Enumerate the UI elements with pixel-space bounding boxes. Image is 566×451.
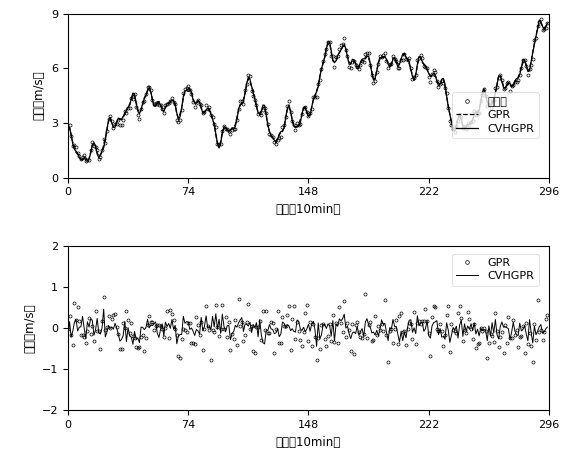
CVHGPR [544,21,551,26]
GPR [385,359,392,365]
GPR [486,341,492,346]
Line: GPR: GPR [68,22,547,161]
CVHGPR [84,158,91,164]
CVHGPR [65,125,71,131]
实测値 [277,134,284,139]
GPR [424,318,431,323]
GPR [422,63,429,69]
实测値 [128,95,135,101]
实测値 [484,103,491,109]
实测値 [376,53,383,59]
GPR [544,312,551,318]
CVHGPR [277,129,284,134]
GPR [128,97,135,102]
GPR [544,22,551,27]
CVHGPR [105,118,112,123]
X-axis label: 时间（10min）: 时间（10min） [276,436,341,449]
CVHGPR [128,96,135,101]
CVHGPR [128,335,135,340]
CVHGPR [376,55,383,60]
CVHGPR [105,323,112,328]
GPR [276,341,282,346]
Line: GPR: GPR [66,292,549,364]
CVHGPR [536,18,543,23]
实测値 [422,64,429,70]
Line: CVHGPR: CVHGPR [68,20,547,161]
GPR [376,327,383,332]
实测値 [65,126,71,131]
GPR [83,158,89,163]
X-axis label: 时间（10min）: 时间（10min） [276,203,341,216]
Y-axis label: 风速（m/s）: 风速（m/s） [32,71,45,120]
GPR [65,124,71,129]
GPR [376,56,383,62]
Legend: 实测値, GPR, CVHGPR: 实测値, GPR, CVHGPR [452,92,539,138]
CVHGPR [378,317,385,322]
GPR [277,129,284,134]
GPR [484,99,491,105]
GPR [126,330,133,335]
CVHGPR [65,333,71,339]
CVHGPR [313,344,320,349]
Line: 实测値: 实测値 [66,18,549,163]
CVHGPR [424,318,431,323]
CVHGPR [100,307,107,312]
实测値 [544,21,551,26]
GPR [65,327,71,332]
GPR [105,118,112,124]
GPR [104,324,110,330]
GPR [538,19,544,25]
实测値 [105,116,112,122]
Legend: GPR, CVHGPR: GPR, CVHGPR [452,253,539,286]
Line: CVHGPR: CVHGPR [68,309,547,346]
实测値 [538,17,544,22]
CVHGPR [484,99,491,105]
GPR [362,291,369,297]
CVHGPR [486,323,492,328]
CVHGPR [422,64,429,69]
CVHGPR [544,324,551,330]
Y-axis label: 误差（m/s）: 误差（m/s） [23,304,36,353]
CVHGPR [277,331,284,336]
实测値 [83,159,89,164]
